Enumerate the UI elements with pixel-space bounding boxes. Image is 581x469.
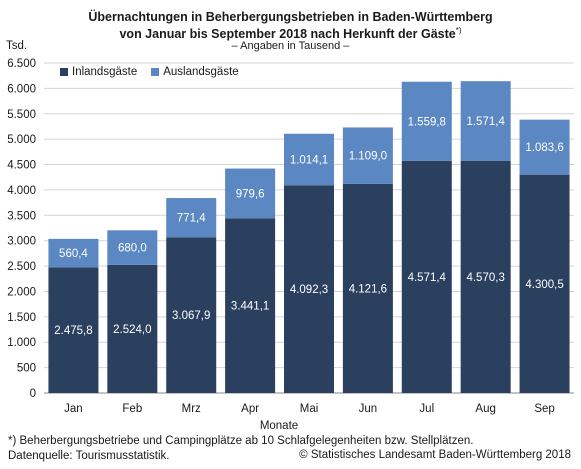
bar-inland bbox=[284, 185, 334, 393]
title-footnote-mark: *) bbox=[455, 26, 462, 35]
data-label-ausland: 979,6 bbox=[236, 188, 265, 200]
chart-subtitle: – Angaben in Tausend – bbox=[231, 40, 350, 52]
copyright: © Statistisches Landesamt Baden-Württemb… bbox=[299, 449, 571, 461]
y-tick-label: 1.500 bbox=[7, 312, 36, 324]
y-tick-label: 6.500 bbox=[7, 58, 36, 70]
y-tick-label: 500 bbox=[17, 363, 36, 375]
data-label-ausland: 1.014,1 bbox=[290, 154, 328, 166]
x-tick-label: Aug bbox=[475, 403, 495, 415]
bar-ausland bbox=[519, 119, 570, 175]
legend-item-ausland: Auslandsgäste bbox=[151, 66, 239, 78]
y-tick-label: 1.000 bbox=[7, 337, 36, 349]
bar-inland bbox=[460, 160, 511, 393]
bar-inland bbox=[519, 174, 570, 393]
data-label-inland: 4.570,3 bbox=[466, 272, 504, 284]
data-label-inland: 3.441,1 bbox=[231, 301, 269, 313]
bar-ausland bbox=[460, 81, 511, 161]
data-source: Datenquelle: Tourismusstatistik. bbox=[8, 450, 170, 462]
y-axis-unit-label: Tsd. bbox=[6, 40, 28, 52]
legend-swatch-ausland bbox=[151, 68, 160, 76]
data-label-inland: 2.524,0 bbox=[113, 324, 151, 336]
x-tick-label: Jul bbox=[419, 403, 434, 415]
y-tick-label: 0 bbox=[30, 388, 36, 400]
bar-inland bbox=[342, 183, 393, 393]
data-label-ausland: 1.571,4 bbox=[466, 116, 505, 128]
x-tick-label: Feb bbox=[122, 403, 142, 415]
chart-title-line1: Übernachtungen in Beherbergungsbetrieben… bbox=[88, 10, 493, 24]
x-tick-label: Jun bbox=[359, 403, 378, 415]
bar-ausland bbox=[107, 230, 158, 265]
footnote: *) Beherbergungsbetriebe und Campingplät… bbox=[8, 435, 474, 447]
data-label-ausland: 771,4 bbox=[177, 213, 206, 225]
bar-inland bbox=[225, 218, 276, 393]
data-label-inland: 3.067,9 bbox=[172, 310, 210, 322]
x-tick-label: Sep bbox=[534, 403, 554, 415]
bar-ausland bbox=[48, 238, 99, 268]
x-axis-title: Monate bbox=[260, 420, 298, 432]
data-label-inland: 4.571,4 bbox=[408, 272, 447, 284]
bar-ausland bbox=[225, 168, 276, 219]
legend-label-ausland: Auslandsgäste bbox=[163, 66, 239, 78]
data-label-ausland: 560,4 bbox=[59, 248, 88, 260]
x-tick-label: Jan bbox=[64, 403, 83, 415]
chart-title-line2-text: von Januar bis September 2018 nach Herku… bbox=[119, 27, 456, 42]
y-tick-label: 5.500 bbox=[7, 109, 36, 121]
legend: Inlandsgäste Auslandsgäste bbox=[60, 66, 239, 78]
legend-label-inland: Inlandsgäste bbox=[72, 66, 138, 78]
legend-swatch-inland bbox=[60, 68, 68, 76]
data-label-ausland: 1.559,8 bbox=[408, 116, 446, 128]
bar-inland bbox=[166, 237, 217, 393]
data-label-ausland: 1.109,0 bbox=[349, 151, 387, 163]
y-tick-label: 2.500 bbox=[7, 261, 36, 273]
x-tick-label: Mrz bbox=[182, 403, 201, 415]
data-label-ausland: 680,0 bbox=[118, 243, 147, 255]
bar-inland bbox=[107, 264, 158, 393]
y-tick-label: 5.000 bbox=[7, 134, 36, 146]
data-label-inland: 2.475,8 bbox=[54, 325, 92, 337]
y-tick-label: 4.500 bbox=[7, 160, 36, 172]
y-tick-label: 3.000 bbox=[7, 236, 36, 248]
data-label-inland: 4.092,3 bbox=[290, 284, 328, 296]
y-tick-label: 2.000 bbox=[7, 286, 36, 298]
bar-ausland bbox=[342, 127, 393, 184]
bar-ausland bbox=[401, 81, 452, 161]
bar-ausland bbox=[284, 133, 334, 186]
data-label-ausland: 1.083,6 bbox=[525, 142, 563, 154]
y-tick-label: 3.500 bbox=[7, 210, 36, 222]
bar-inland bbox=[401, 160, 452, 393]
legend-item-inland: Inlandsgäste bbox=[60, 66, 137, 78]
data-label-inland: 4.300,5 bbox=[525, 279, 563, 291]
bar-inland bbox=[48, 267, 99, 393]
x-tick-label: Apr bbox=[241, 403, 259, 415]
y-tick-label: 4.000 bbox=[7, 185, 36, 197]
y-tick-label: 6.000 bbox=[7, 83, 36, 95]
x-tick-label: Mai bbox=[300, 403, 319, 415]
data-label-inland: 4.121,6 bbox=[349, 283, 387, 295]
chart-title-line2: von Januar bis September 2018 nach Herku… bbox=[0, 24, 581, 41]
bar-ausland bbox=[166, 198, 217, 238]
